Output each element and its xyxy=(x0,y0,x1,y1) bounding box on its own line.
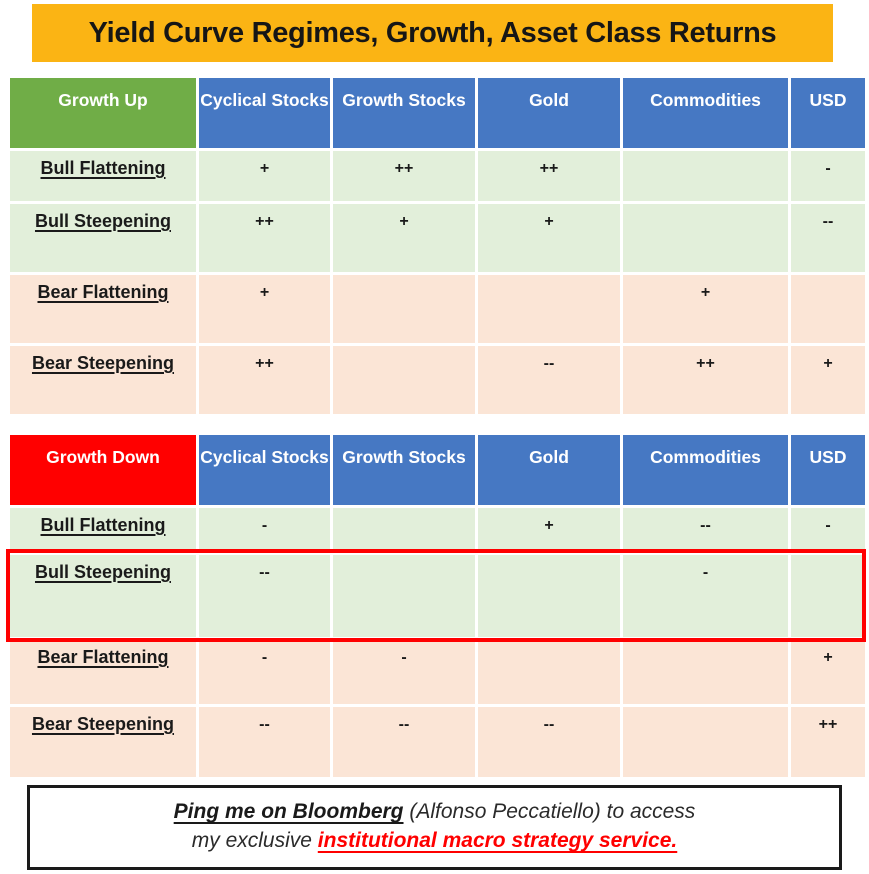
row-label: Bear Flattening xyxy=(10,640,196,704)
cell-value: + xyxy=(623,275,788,343)
cell-value: - xyxy=(199,508,330,552)
row-label: Bear Steepening xyxy=(10,707,196,777)
cell-value xyxy=(623,707,788,777)
cell-value: - xyxy=(623,555,788,637)
cell-value: ++ xyxy=(791,707,865,777)
row-label: Bear Flattening xyxy=(10,275,196,343)
row-label: Bull Steepening xyxy=(10,204,196,272)
cell-value xyxy=(333,346,475,414)
footer-line-1-rest: (Alfonso Peccatiello) to access xyxy=(403,800,696,823)
cell-value xyxy=(791,555,865,637)
cell-value: ++ xyxy=(333,151,475,201)
growth-up-header: Growth Up xyxy=(10,78,196,148)
footer-note: Ping me on Bloomberg (Alfonso Peccatiell… xyxy=(27,785,842,870)
row-label: Bull Flattening xyxy=(10,508,196,552)
cell-value xyxy=(623,151,788,201)
cell-value: -- xyxy=(199,555,330,637)
column-header-growth-stocks: Growth Stocks xyxy=(333,435,475,505)
column-header-usd: USD xyxy=(791,435,865,505)
column-header-commodities: Commodities xyxy=(623,78,788,148)
growth-down-header: Growth Down xyxy=(10,435,196,505)
cell-value: + xyxy=(199,275,330,343)
column-header-gold: Gold xyxy=(478,435,620,505)
column-header-gold: Gold xyxy=(478,78,620,148)
cell-value: + xyxy=(791,346,865,414)
cell-value: + xyxy=(478,508,620,552)
cell-value: - xyxy=(333,640,475,704)
cell-value: - xyxy=(791,508,865,552)
cell-value xyxy=(333,508,475,552)
cell-value xyxy=(478,640,620,704)
column-header-commodities: Commodities xyxy=(623,435,788,505)
footer-line-1: Ping me on Bloomberg (Alfonso Peccatiell… xyxy=(40,797,829,826)
row-label: Bear Steepening xyxy=(10,346,196,414)
cell-value: + xyxy=(333,204,475,272)
cell-value: ++ xyxy=(623,346,788,414)
cell-value xyxy=(478,275,620,343)
cell-value xyxy=(333,555,475,637)
cell-value: - xyxy=(199,640,330,704)
column-header-cyclical-stocks: Cyclical Stocks xyxy=(199,435,330,505)
footer-line-2-lead: my exclusive xyxy=(191,829,318,853)
cell-value: + xyxy=(478,204,620,272)
cell-value xyxy=(333,275,475,343)
page-title: Yield Curve Regimes, Growth, Asset Class… xyxy=(32,4,833,62)
row-label-highlighted: Bull Steepening xyxy=(10,555,196,637)
cell-value: ++ xyxy=(199,204,330,272)
column-header-cyclical-stocks: Cyclical Stocks xyxy=(199,78,330,148)
footer-line-2: my exclusive institutional macro strateg… xyxy=(40,826,829,855)
cell-value: -- xyxy=(478,707,620,777)
growth-down-table: Growth Down Cyclical Stocks Growth Stock… xyxy=(6,435,866,777)
column-header-growth-stocks: Growth Stocks xyxy=(333,78,475,148)
cell-value: - xyxy=(791,151,865,201)
cell-value xyxy=(623,640,788,704)
cell-value: -- xyxy=(478,346,620,414)
cell-value: + xyxy=(199,151,330,201)
growth-up-table: Growth Up Cyclical Stocks Growth Stocks … xyxy=(10,78,865,414)
footer-bloomberg-text: Ping me on Bloomberg xyxy=(173,800,404,823)
cell-value xyxy=(623,204,788,272)
cell-value xyxy=(478,555,620,637)
cell-value: ++ xyxy=(199,346,330,414)
cell-value: -- xyxy=(199,707,330,777)
cell-value: + xyxy=(791,640,865,704)
footer-service-link: institutional macro strategy service. xyxy=(317,829,678,853)
cell-value: -- xyxy=(333,707,475,777)
cell-value xyxy=(791,275,865,343)
cell-value: -- xyxy=(623,508,788,552)
row-label: Bull Flattening xyxy=(10,151,196,201)
column-header-usd: USD xyxy=(791,78,865,148)
cell-value: -- xyxy=(791,204,865,272)
cell-value: ++ xyxy=(478,151,620,201)
